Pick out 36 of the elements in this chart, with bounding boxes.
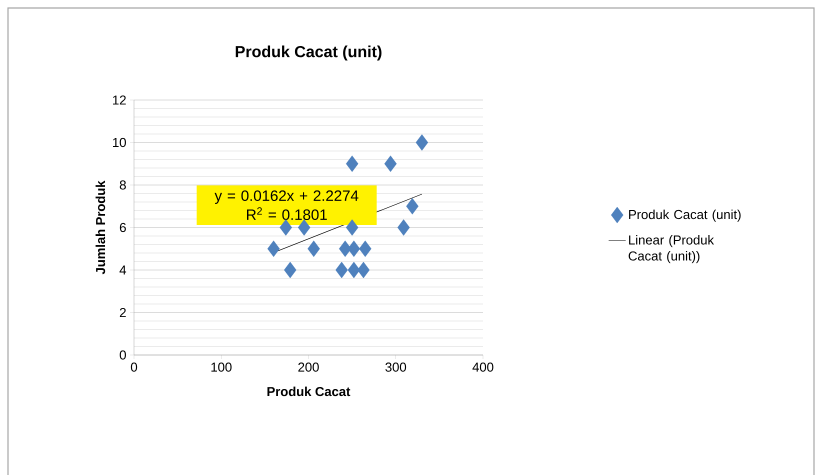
- x-tick-label: 200: [298, 362, 319, 372]
- y-tick-label: 6: [120, 222, 126, 232]
- point: [397, 219, 410, 236]
- point: [338, 240, 352, 257]
- y-tick-label: 8: [120, 180, 126, 190]
- point: [346, 219, 358, 236]
- point: [308, 240, 320, 257]
- x-tick-label: 300: [385, 362, 406, 372]
- x-tick-label: 400: [472, 362, 494, 372]
- y-tick-label: 2: [120, 308, 126, 318]
- point: [298, 219, 310, 236]
- point: [280, 219, 292, 236]
- point: [267, 240, 280, 257]
- point: [384, 156, 397, 172]
- y-tick-label: 4: [120, 266, 126, 274]
- legend-label: Linear (Produk Cacat (unit)): [628, 235, 714, 264]
- y-tick-label: 12: [113, 95, 126, 105]
- y-axis-title: Jumlah Produk: [96, 180, 106, 274]
- point: [406, 198, 419, 214]
- legend-label: Produk Cacat (unit): [629, 210, 741, 222]
- point: [346, 156, 358, 172]
- x-tick-label: 0: [130, 362, 138, 372]
- point: [335, 262, 348, 278]
- y-tick-label: 10: [113, 138, 126, 148]
- annotation: y = 0.0162x + 2.2274: [214, 190, 358, 204]
- point: [359, 240, 372, 257]
- chart-title: Produk Cacat (unit): [236, 46, 382, 60]
- point: [348, 240, 360, 257]
- annotation: R$^{2}$ = 0.1801: [247, 207, 327, 220]
- y-tick-label: 0: [120, 350, 126, 360]
- point: [357, 262, 370, 278]
- x-axis-title: Produk Cacat: [267, 386, 350, 396]
- point: [284, 262, 296, 278]
- x-tick-label: 100: [211, 362, 232, 372]
- point: [348, 262, 360, 278]
- point: [416, 134, 428, 151]
